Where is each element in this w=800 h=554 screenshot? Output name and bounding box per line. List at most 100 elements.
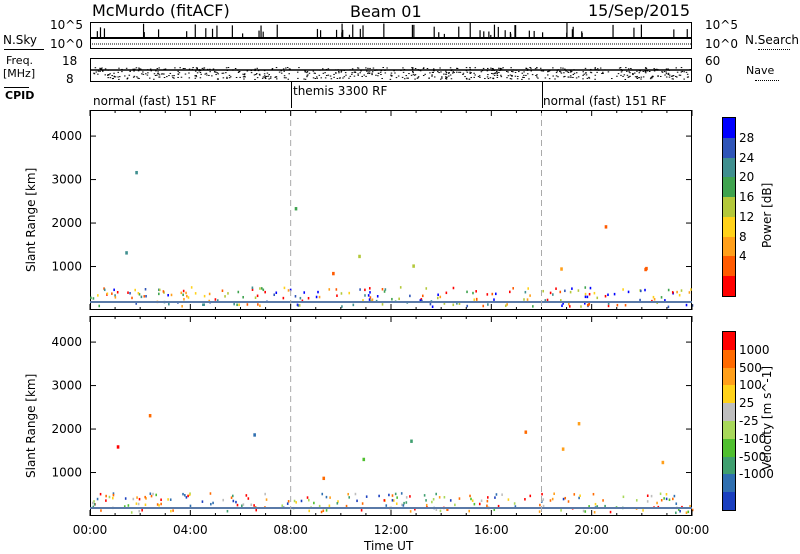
echo-cell	[524, 498, 526, 501]
freq-dot	[254, 68, 256, 70]
freq-dot	[671, 75, 674, 77]
echo-cell	[317, 290, 319, 294]
freq-dot	[686, 76, 689, 78]
echo-cell	[201, 500, 204, 503]
freq-dot	[259, 74, 261, 76]
echo-cell	[564, 496, 567, 500]
freq-dot	[582, 71, 584, 73]
echo-cell	[409, 495, 411, 498]
freq-dot	[298, 67, 300, 69]
echo-cell	[299, 296, 302, 300]
freq-dot	[479, 76, 481, 78]
echo-cell	[325, 509, 328, 512]
freq-dot	[330, 78, 333, 80]
freq-dot	[651, 75, 654, 77]
echo-cell	[579, 494, 581, 497]
freq-dot	[572, 77, 574, 79]
x-tick-label: 00:00	[675, 523, 710, 537]
echo-cell	[96, 497, 99, 501]
echo-cell	[203, 294, 206, 298]
echo-cell	[493, 508, 496, 512]
echo-cell	[232, 499, 235, 503]
echo-cell	[559, 290, 562, 294]
freq-dot	[548, 70, 551, 72]
echo-cell	[562, 302, 564, 305]
echo-cell	[231, 494, 234, 498]
freq-dot	[99, 70, 101, 72]
freq-dot	[368, 71, 371, 73]
freq-dot	[626, 74, 629, 76]
freq-dot	[444, 77, 447, 79]
echo-cell	[527, 287, 530, 290]
echo-cell	[526, 298, 529, 301]
echo-cell	[473, 298, 476, 301]
freq-dot	[117, 76, 119, 78]
echo-cell	[584, 292, 587, 296]
colorbar-swatch	[723, 177, 735, 198]
freq-dot	[510, 78, 513, 80]
freq-dot	[194, 75, 196, 77]
colorbar-swatch	[723, 118, 735, 139]
freq-dot	[340, 70, 343, 72]
echo-cell	[675, 511, 677, 515]
freq-dot	[672, 78, 674, 80]
echo-cell	[680, 289, 683, 292]
echo-cell	[256, 294, 259, 298]
echo-cell	[552, 293, 554, 296]
freq-dot	[238, 71, 240, 73]
echo-cell	[337, 500, 339, 503]
freq-dot	[536, 74, 538, 76]
freq-dot	[264, 78, 267, 80]
colorbar-tick-label: -500	[739, 449, 767, 464]
freq-dot	[227, 67, 230, 69]
echo-cell	[587, 303, 590, 306]
echo-cell	[281, 504, 284, 507]
echo-cell	[114, 296, 117, 299]
echo-cell	[321, 492, 324, 496]
echo-cell	[586, 303, 589, 307]
echo-cell	[253, 504, 255, 507]
freq-dot	[413, 74, 416, 76]
freq-dot	[379, 71, 382, 73]
freq-dot	[628, 76, 630, 78]
echo-cell	[157, 288, 160, 292]
echo-cell	[419, 299, 422, 302]
echo-cell	[167, 498, 169, 501]
echo-cell	[673, 494, 676, 498]
freq-dot	[571, 70, 573, 72]
echo-cell	[245, 494, 248, 497]
echo-cell	[282, 296, 285, 300]
freq-dot	[225, 67, 228, 69]
freq-dot	[322, 68, 324, 70]
echo-cell	[514, 505, 517, 508]
echo-cell	[371, 298, 374, 302]
freq-dot	[255, 73, 258, 75]
freq-dot	[588, 76, 590, 78]
echo-cell	[365, 495, 368, 498]
x-tick-label: 20:00	[574, 523, 609, 537]
freq-dot	[441, 76, 443, 78]
freq-dot	[599, 67, 602, 69]
freq-dot	[523, 74, 525, 76]
freq-dot	[583, 73, 585, 75]
echo-cell	[203, 303, 205, 306]
freq-dot	[452, 71, 455, 73]
freq-dot	[195, 76, 198, 78]
x-tick-label: 12:00	[374, 523, 409, 537]
echo-cell	[594, 502, 597, 506]
echo-cell	[137, 291, 140, 295]
echo-cell	[264, 492, 266, 496]
freq-dot	[451, 72, 454, 74]
echo-cell	[468, 509, 471, 513]
echo-cell	[145, 497, 147, 500]
echo-cell	[639, 298, 641, 302]
echo-cell	[394, 492, 397, 496]
freq-dot	[308, 72, 311, 74]
freq-dot	[445, 70, 447, 72]
echo-cell	[607, 302, 610, 305]
freq-dot	[560, 67, 562, 69]
freq-dot	[645, 67, 647, 69]
freq-dot	[118, 78, 120, 80]
colorbar-tick-label: 4	[739, 249, 747, 264]
power-ylabel: Slant Range [km]	[24, 167, 38, 272]
